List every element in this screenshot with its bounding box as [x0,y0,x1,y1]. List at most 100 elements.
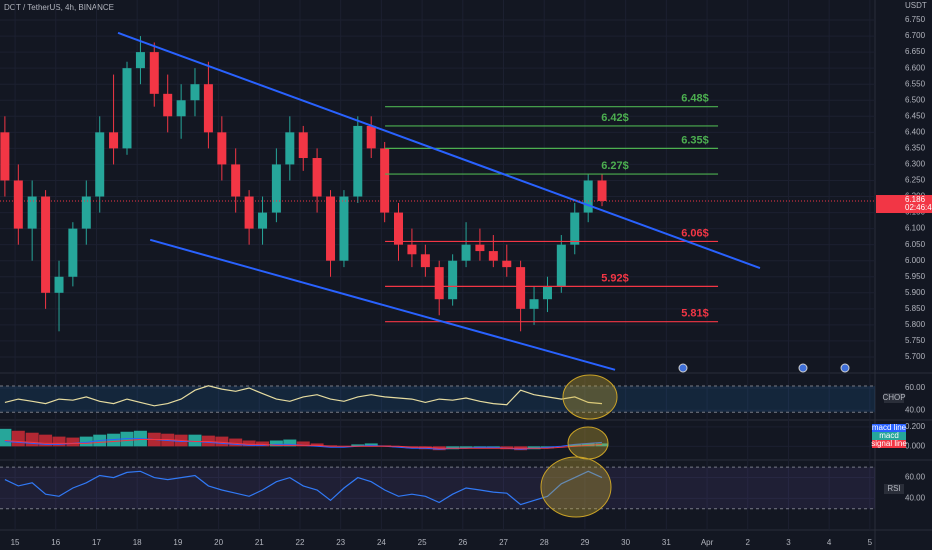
candle-body [0,132,10,181]
macd-bar [581,443,595,447]
y-tick-label: 5.800 [905,320,926,329]
candle-body [244,196,254,229]
macd-bar [568,444,582,447]
macd-bar [79,436,93,447]
candle-body [420,254,430,268]
event-icon[interactable] [840,363,850,373]
macd-bar [11,430,25,447]
macd-bar [527,446,541,450]
candle-body [448,260,458,300]
candle-body [570,212,580,245]
macd-bar [215,436,229,447]
x-tick-label: 4 [827,538,832,547]
candle-body [68,228,78,277]
macd-bar [52,436,66,447]
y-tick-label: 5.950 [905,272,926,281]
y-tick-label: 5.750 [905,336,926,345]
candle-body [312,158,322,197]
candle-body [502,260,512,268]
candle-body [556,244,566,287]
candle-body [326,196,336,261]
candle-body [258,212,268,229]
macd-bar [229,438,243,447]
candle-body [583,180,593,213]
legend-swatch [872,440,906,448]
event-icons [678,363,850,373]
macd-bar [25,432,39,447]
candle-body [475,244,485,252]
y-tick-label: 40.00 [905,405,926,414]
candle-body [542,286,552,300]
y-tick-label: 5.900 [905,288,926,297]
candle-body [393,212,403,245]
legend-swatch [872,424,906,432]
macd-bar [310,443,324,447]
level-label: 5.92$ [601,272,629,284]
indicator-name: RSI [887,484,900,493]
candle-body [380,148,390,213]
event-icon[interactable] [678,363,688,373]
legend-entry: macd [879,431,899,440]
band-fill [0,467,875,509]
macd-bar [39,434,53,447]
x-tick-label: 22 [296,538,305,547]
candle-body [298,132,308,159]
x-tick-label: 18 [133,538,142,547]
candle-body [95,132,105,197]
macd-bar [296,441,310,447]
candle-body [461,244,471,261]
level-label: 6.48$ [681,93,709,105]
x-tick-label: 26 [458,538,467,547]
candle-body [54,276,64,293]
candle-body [135,52,145,69]
macd-bar [269,440,283,447]
y-tick-label: 6.250 [905,176,926,185]
x-tick-label: 20 [214,538,223,547]
indicator-name: CHOP [882,393,905,402]
legend-entry: signal line [871,439,907,448]
y-axis-label: USDT [905,1,927,10]
macd-bar [0,428,12,447]
candle-body [81,196,91,229]
candle-body [149,52,159,94]
price-countdown: 02:46:42 [905,203,932,212]
y-tick-label: 0.000 [905,441,926,450]
x-tick-label: 15 [11,538,20,547]
indicator-tag [884,393,904,403]
legend-entry: macd line [872,423,907,432]
candle-body [529,299,539,309]
highlight [562,374,618,420]
x-tick-label: 28 [540,538,549,547]
candle-body [163,93,173,117]
y-tick-label: 60.00 [905,473,926,482]
macd-bar [201,435,215,447]
candle-body [41,196,51,293]
highlight [567,426,609,460]
x-tick-label: 19 [173,538,182,547]
trendline [117,31,761,270]
y-tick-label: 6.500 [905,95,926,104]
macd-bar [66,437,80,447]
macd-bar [446,446,460,450]
y-tick-label: 6.650 [905,47,926,56]
macd-line [4,439,603,449]
y-tick-label: 6.600 [905,63,926,72]
x-tick-label: 25 [418,538,427,547]
candle-body [339,196,349,261]
event-icon[interactable] [798,363,808,373]
candle-body [597,180,607,202]
price-badge [876,195,932,214]
main-plot: 6.48$ 6.42$ 6.35$ 6.27$ 6.06$ 5.92$ 5.81$ [0,31,761,371]
candle-body [190,84,200,101]
y-tick-label: 6.750 [905,15,926,24]
level-label: 6.06$ [681,227,709,239]
indicator-line [4,385,603,407]
x-tick-label: 30 [621,538,630,547]
highlights [540,374,618,518]
y-tick-label: 40.00 [905,493,926,502]
macd-bar [364,443,378,447]
y-tick-label: 0.200 [905,422,926,431]
candle-body [122,68,132,149]
macd-bar [188,434,202,447]
